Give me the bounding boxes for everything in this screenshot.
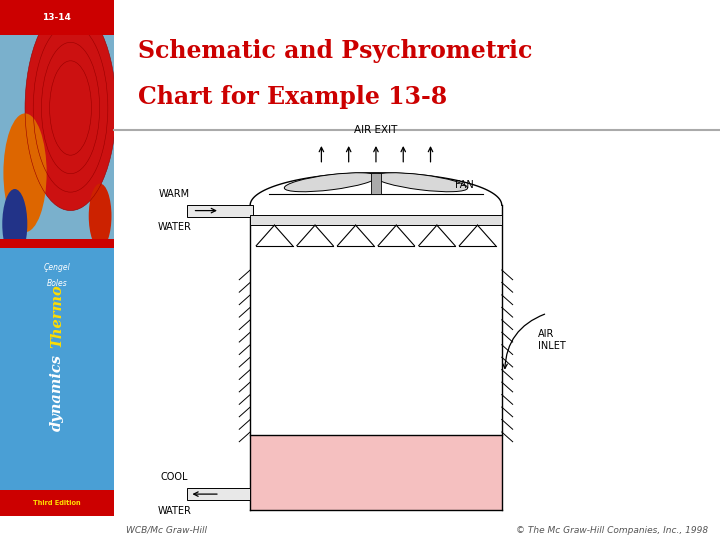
Bar [0, 0, 114, 240]
Text: FAN: FAN [455, 180, 474, 190]
Text: Schematic and Psychrometric: Schematic and Psychrometric [138, 39, 532, 63]
Bar [186, 205, 253, 217]
Bar [250, 435, 502, 510]
Text: WCB/Mc Graw-Hill: WCB/Mc Graw-Hill [126, 526, 207, 535]
Bar [0, 248, 114, 516]
Text: COOL: COOL [161, 472, 188, 482]
Text: AIR
INLET: AIR INLET [538, 329, 566, 352]
Text: Çengel: Çengel [43, 263, 71, 272]
Text: WATER: WATER [158, 222, 192, 233]
Ellipse shape [2, 189, 27, 259]
Text: dynamics: dynamics [50, 354, 64, 431]
Text: © The Mc Graw-Hill Companies, Inc., 1998: © The Mc Graw-Hill Companies, Inc., 1998 [516, 526, 708, 535]
Text: WATER: WATER [158, 506, 192, 516]
Text: Third Edition: Third Edition [33, 500, 81, 506]
Ellipse shape [89, 184, 112, 248]
Bar [0, 490, 114, 516]
Ellipse shape [4, 113, 47, 232]
Text: 13-14: 13-14 [42, 13, 71, 22]
Text: Boles: Boles [47, 279, 67, 288]
Bar [0, 239, 114, 248]
Text: Chart for Example 13-8: Chart for Example 13-8 [138, 85, 447, 109]
Bar [250, 215, 502, 225]
Bar [186, 488, 250, 500]
Bar [371, 173, 382, 193]
Ellipse shape [25, 5, 116, 211]
Text: AIR EXIT: AIR EXIT [354, 125, 397, 135]
Text: Thermo: Thermo [50, 285, 64, 348]
Ellipse shape [284, 173, 377, 192]
Ellipse shape [374, 173, 467, 192]
Text: WARM: WARM [159, 188, 190, 199]
Bar [0, 0, 114, 35]
